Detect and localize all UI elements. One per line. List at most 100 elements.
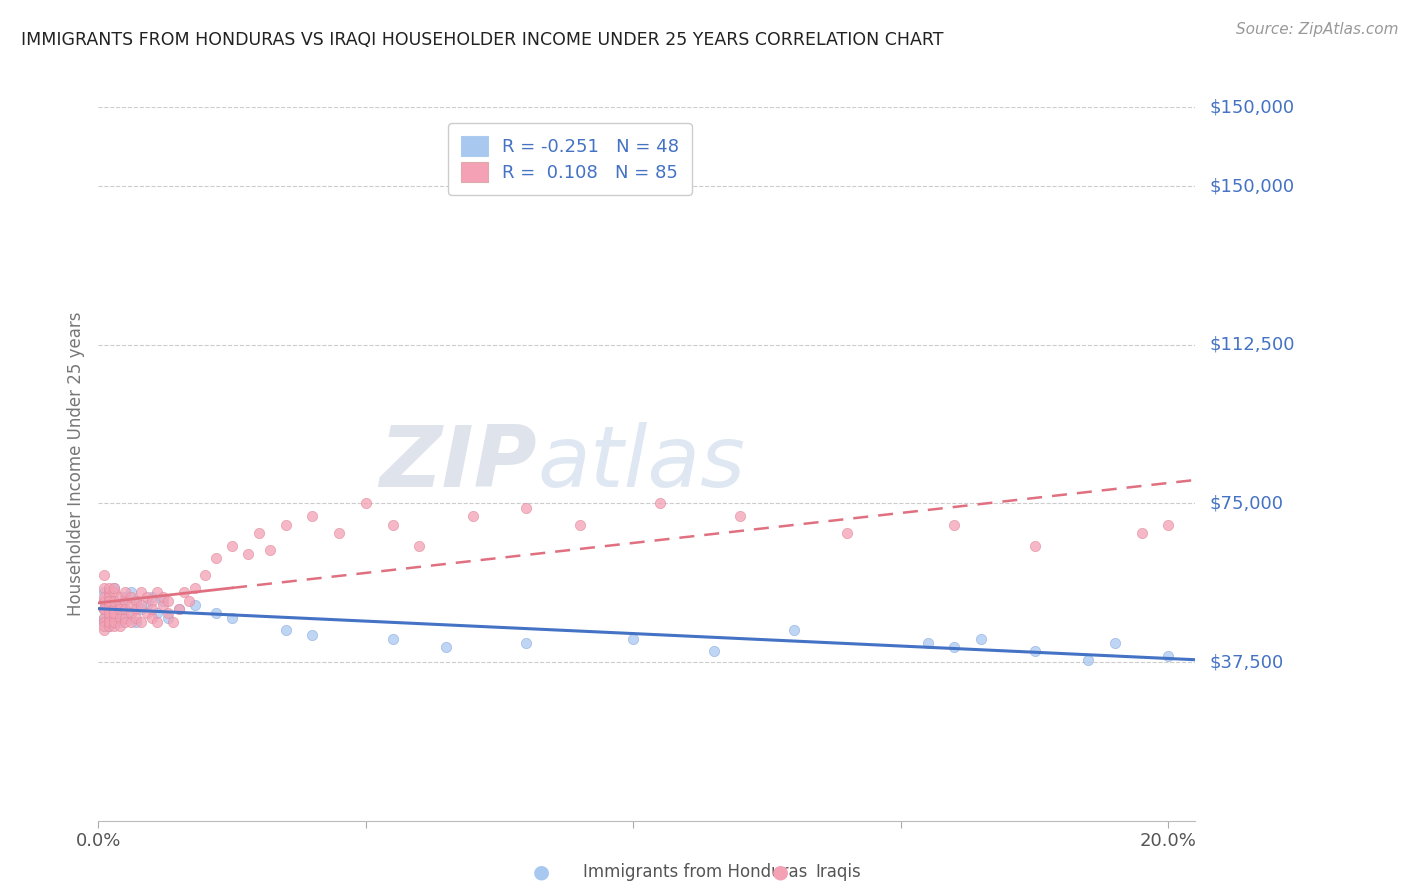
Point bbox=[146, 607, 169, 621]
Point bbox=[703, 644, 725, 658]
Point bbox=[103, 602, 125, 616]
Point bbox=[515, 500, 537, 515]
Point bbox=[114, 615, 136, 629]
Point bbox=[120, 607, 142, 621]
Point bbox=[98, 598, 121, 612]
Point bbox=[129, 585, 152, 599]
Point bbox=[461, 509, 484, 524]
Point bbox=[173, 585, 195, 599]
Point bbox=[730, 509, 752, 524]
Point bbox=[98, 607, 121, 621]
Point bbox=[93, 585, 115, 599]
Point bbox=[129, 615, 152, 629]
Text: atlas: atlas bbox=[537, 422, 745, 506]
Point bbox=[103, 610, 125, 624]
Point bbox=[167, 602, 190, 616]
Point bbox=[328, 526, 350, 541]
Point bbox=[650, 496, 672, 510]
Legend: R = -0.251   N = 48, R =  0.108   N = 85: R = -0.251 N = 48, R = 0.108 N = 85 bbox=[449, 123, 692, 194]
Point bbox=[238, 547, 260, 561]
Point bbox=[103, 593, 125, 607]
Point bbox=[103, 610, 125, 624]
Text: $37,500: $37,500 bbox=[1209, 653, 1284, 671]
Point bbox=[146, 615, 169, 629]
Point bbox=[183, 581, 205, 595]
Point bbox=[1024, 539, 1046, 553]
Point bbox=[103, 581, 125, 595]
Point bbox=[120, 585, 142, 599]
Point bbox=[98, 585, 121, 599]
Point bbox=[221, 610, 243, 624]
Point bbox=[98, 593, 121, 607]
Point bbox=[98, 607, 121, 621]
Text: ●: ● bbox=[533, 863, 550, 882]
Point bbox=[93, 615, 115, 629]
Point bbox=[114, 602, 136, 616]
Point bbox=[783, 624, 806, 638]
Point bbox=[114, 610, 136, 624]
Point bbox=[108, 619, 131, 633]
Point bbox=[146, 585, 169, 599]
Point bbox=[943, 640, 966, 655]
Point bbox=[93, 581, 115, 595]
Point bbox=[167, 602, 190, 616]
Point bbox=[408, 539, 430, 553]
Point bbox=[103, 581, 125, 595]
Text: $150,000: $150,000 bbox=[1209, 178, 1295, 195]
Point bbox=[108, 598, 131, 612]
Point bbox=[103, 602, 125, 616]
Point bbox=[179, 593, 201, 607]
Point bbox=[93, 593, 115, 607]
Point bbox=[205, 551, 228, 566]
Point bbox=[301, 627, 323, 641]
Point bbox=[120, 590, 142, 604]
Point bbox=[152, 590, 174, 604]
Point bbox=[259, 543, 281, 558]
Point bbox=[98, 619, 121, 633]
Point bbox=[205, 607, 228, 621]
Point bbox=[221, 539, 243, 553]
Point bbox=[98, 590, 121, 604]
Point bbox=[125, 610, 148, 624]
Point bbox=[381, 632, 404, 646]
Point bbox=[108, 607, 131, 621]
Point bbox=[274, 517, 297, 532]
Text: ZIP: ZIP bbox=[380, 422, 537, 506]
Point bbox=[135, 607, 157, 621]
Point bbox=[1157, 648, 1180, 663]
Point bbox=[103, 585, 125, 599]
Point bbox=[108, 615, 131, 629]
Point bbox=[120, 598, 142, 612]
Point bbox=[129, 598, 152, 612]
Point bbox=[152, 593, 174, 607]
Text: $75,000: $75,000 bbox=[1209, 494, 1284, 513]
Point bbox=[156, 593, 179, 607]
Point bbox=[943, 517, 966, 532]
Point bbox=[135, 590, 157, 604]
Point bbox=[301, 509, 323, 524]
Point bbox=[93, 610, 115, 624]
Point bbox=[120, 607, 142, 621]
Point bbox=[93, 602, 115, 616]
Point bbox=[98, 619, 121, 633]
Text: Source: ZipAtlas.com: Source: ZipAtlas.com bbox=[1236, 22, 1399, 37]
Point bbox=[103, 593, 125, 607]
Point bbox=[125, 602, 148, 616]
Text: Iraqis: Iraqis bbox=[815, 863, 862, 881]
Point bbox=[917, 636, 939, 650]
Point bbox=[129, 602, 152, 616]
Text: IMMIGRANTS FROM HONDURAS VS IRAQI HOUSEHOLDER INCOME UNDER 25 YEARS CORRELATION : IMMIGRANTS FROM HONDURAS VS IRAQI HOUSEH… bbox=[21, 31, 943, 49]
Point bbox=[98, 615, 121, 629]
Point bbox=[103, 619, 125, 633]
Point bbox=[1024, 644, 1046, 658]
Point bbox=[93, 624, 115, 638]
Point bbox=[568, 517, 591, 532]
Point bbox=[515, 636, 537, 650]
Point bbox=[98, 590, 121, 604]
Point bbox=[108, 590, 131, 604]
Point bbox=[125, 593, 148, 607]
Point bbox=[274, 624, 297, 638]
Point bbox=[141, 593, 163, 607]
Point bbox=[103, 615, 125, 629]
Point bbox=[108, 602, 131, 616]
